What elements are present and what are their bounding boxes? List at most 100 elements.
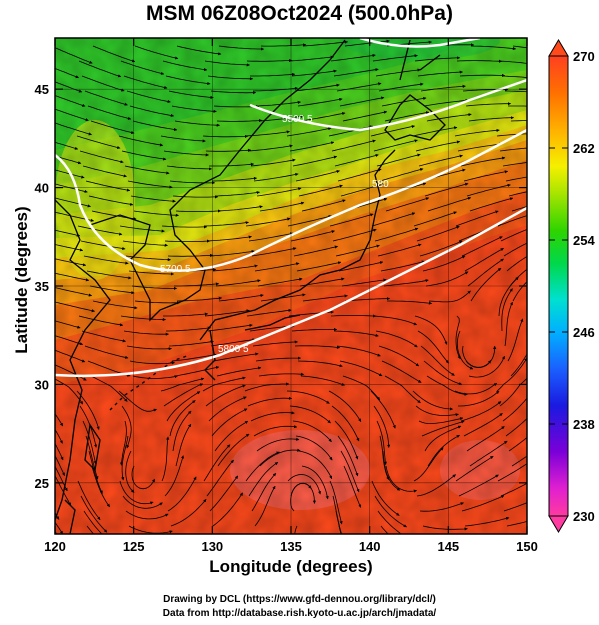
streamline [511, 455, 527, 467]
streamline [257, 277, 303, 287]
streamline [206, 235, 252, 242]
streamline [124, 165, 170, 175]
streamline [130, 195, 176, 203]
x-tick-label: 150 [516, 539, 538, 554]
x-tick-label: 120 [44, 539, 66, 554]
y-tick-label: 25 [35, 476, 49, 491]
streamline [340, 183, 385, 197]
streamline [85, 435, 99, 480]
streamline [55, 442, 64, 461]
streamline [218, 293, 264, 302]
x-axis-label: Longitude (degrees) [209, 557, 373, 576]
streamline [123, 330, 169, 336]
streamline [209, 162, 255, 167]
streamline [119, 480, 154, 505]
streamline [126, 90, 171, 104]
streamline [55, 169, 85, 179]
streamline [254, 485, 276, 527]
streamline [55, 335, 84, 346]
streamline [466, 183, 511, 197]
streamline [118, 390, 157, 412]
streamline [255, 356, 302, 362]
streamline [294, 83, 340, 92]
streamline [55, 301, 95, 313]
streamline [217, 205, 263, 212]
streamline [212, 264, 258, 272]
streamline [512, 45, 527, 49]
streamline [424, 425, 462, 452]
streamline [55, 349, 86, 363]
contour-labels: 5500 5 5700 5 5800 5 580 [160, 114, 389, 355]
streamline [512, 281, 527, 302]
x-tick-label: 125 [123, 539, 145, 554]
colorbar-min-arrow [548, 515, 569, 533]
streamline [372, 54, 418, 62]
streamline [461, 495, 505, 512]
streamline [171, 353, 217, 362]
streamline [86, 270, 132, 280]
streamline [210, 338, 256, 347]
streamline [296, 261, 342, 272]
streamline [205, 148, 252, 152]
streamline [55, 521, 64, 534]
streamline [374, 227, 419, 242]
streamline [246, 308, 292, 317]
streamline [333, 330, 379, 337]
streamline [337, 168, 382, 182]
streamline [371, 212, 416, 227]
streamline [335, 244, 380, 257]
y-axis-label: Latitude (degrees) [12, 206, 31, 354]
contour-line [249, 78, 527, 132]
y-tick-label: 35 [35, 279, 49, 294]
streamline [163, 383, 204, 407]
streamline [500, 228, 527, 242]
streamline [334, 420, 359, 460]
streamline [385, 197, 430, 212]
streamline [286, 127, 332, 137]
streamline [217, 433, 250, 467]
streamline [86, 525, 94, 534]
colorbar-tick-label: 254 [573, 233, 595, 248]
streamline [286, 390, 330, 404]
streamline [123, 75, 168, 90]
streamline [465, 345, 497, 369]
streamline [169, 180, 216, 185]
streamline [468, 355, 505, 378]
streamline [297, 97, 343, 107]
streamline [252, 340, 298, 347]
colorbar-ticks: 270 262 254 246 238 230 [549, 49, 595, 524]
colorbar-gradient [548, 55, 569, 517]
streamline [505, 176, 527, 182]
streamline [498, 60, 527, 64]
streamline [209, 249, 255, 257]
streamline [166, 165, 213, 171]
streamline [419, 240, 463, 257]
streamline [77, 480, 101, 521]
streamline [92, 300, 138, 310]
streamline [291, 327, 338, 332]
streamline [467, 258, 504, 287]
streamline [247, 396, 293, 407]
streamline [294, 345, 341, 350]
contour-label: 5800 5 [218, 344, 249, 355]
streamline [414, 315, 448, 345]
streamline [499, 147, 527, 152]
y-tick-label: 45 [35, 82, 49, 97]
colorbar-tick-label: 262 [573, 141, 595, 156]
streamline [336, 345, 381, 357]
streamline [55, 229, 81, 237]
streamline [334, 153, 379, 167]
streamline [468, 116, 515, 122]
streamline [134, 45, 179, 60]
streamline [87, 105, 132, 120]
streamline [161, 225, 208, 229]
streamline [370, 390, 396, 429]
streamline [258, 114, 304, 122]
streamline [331, 405, 360, 442]
streamline [415, 405, 459, 417]
streamline [294, 525, 298, 534]
streamline [78, 60, 122, 78]
streamline [55, 428, 63, 444]
streamline [256, 437, 300, 452]
streamline [251, 247, 297, 257]
